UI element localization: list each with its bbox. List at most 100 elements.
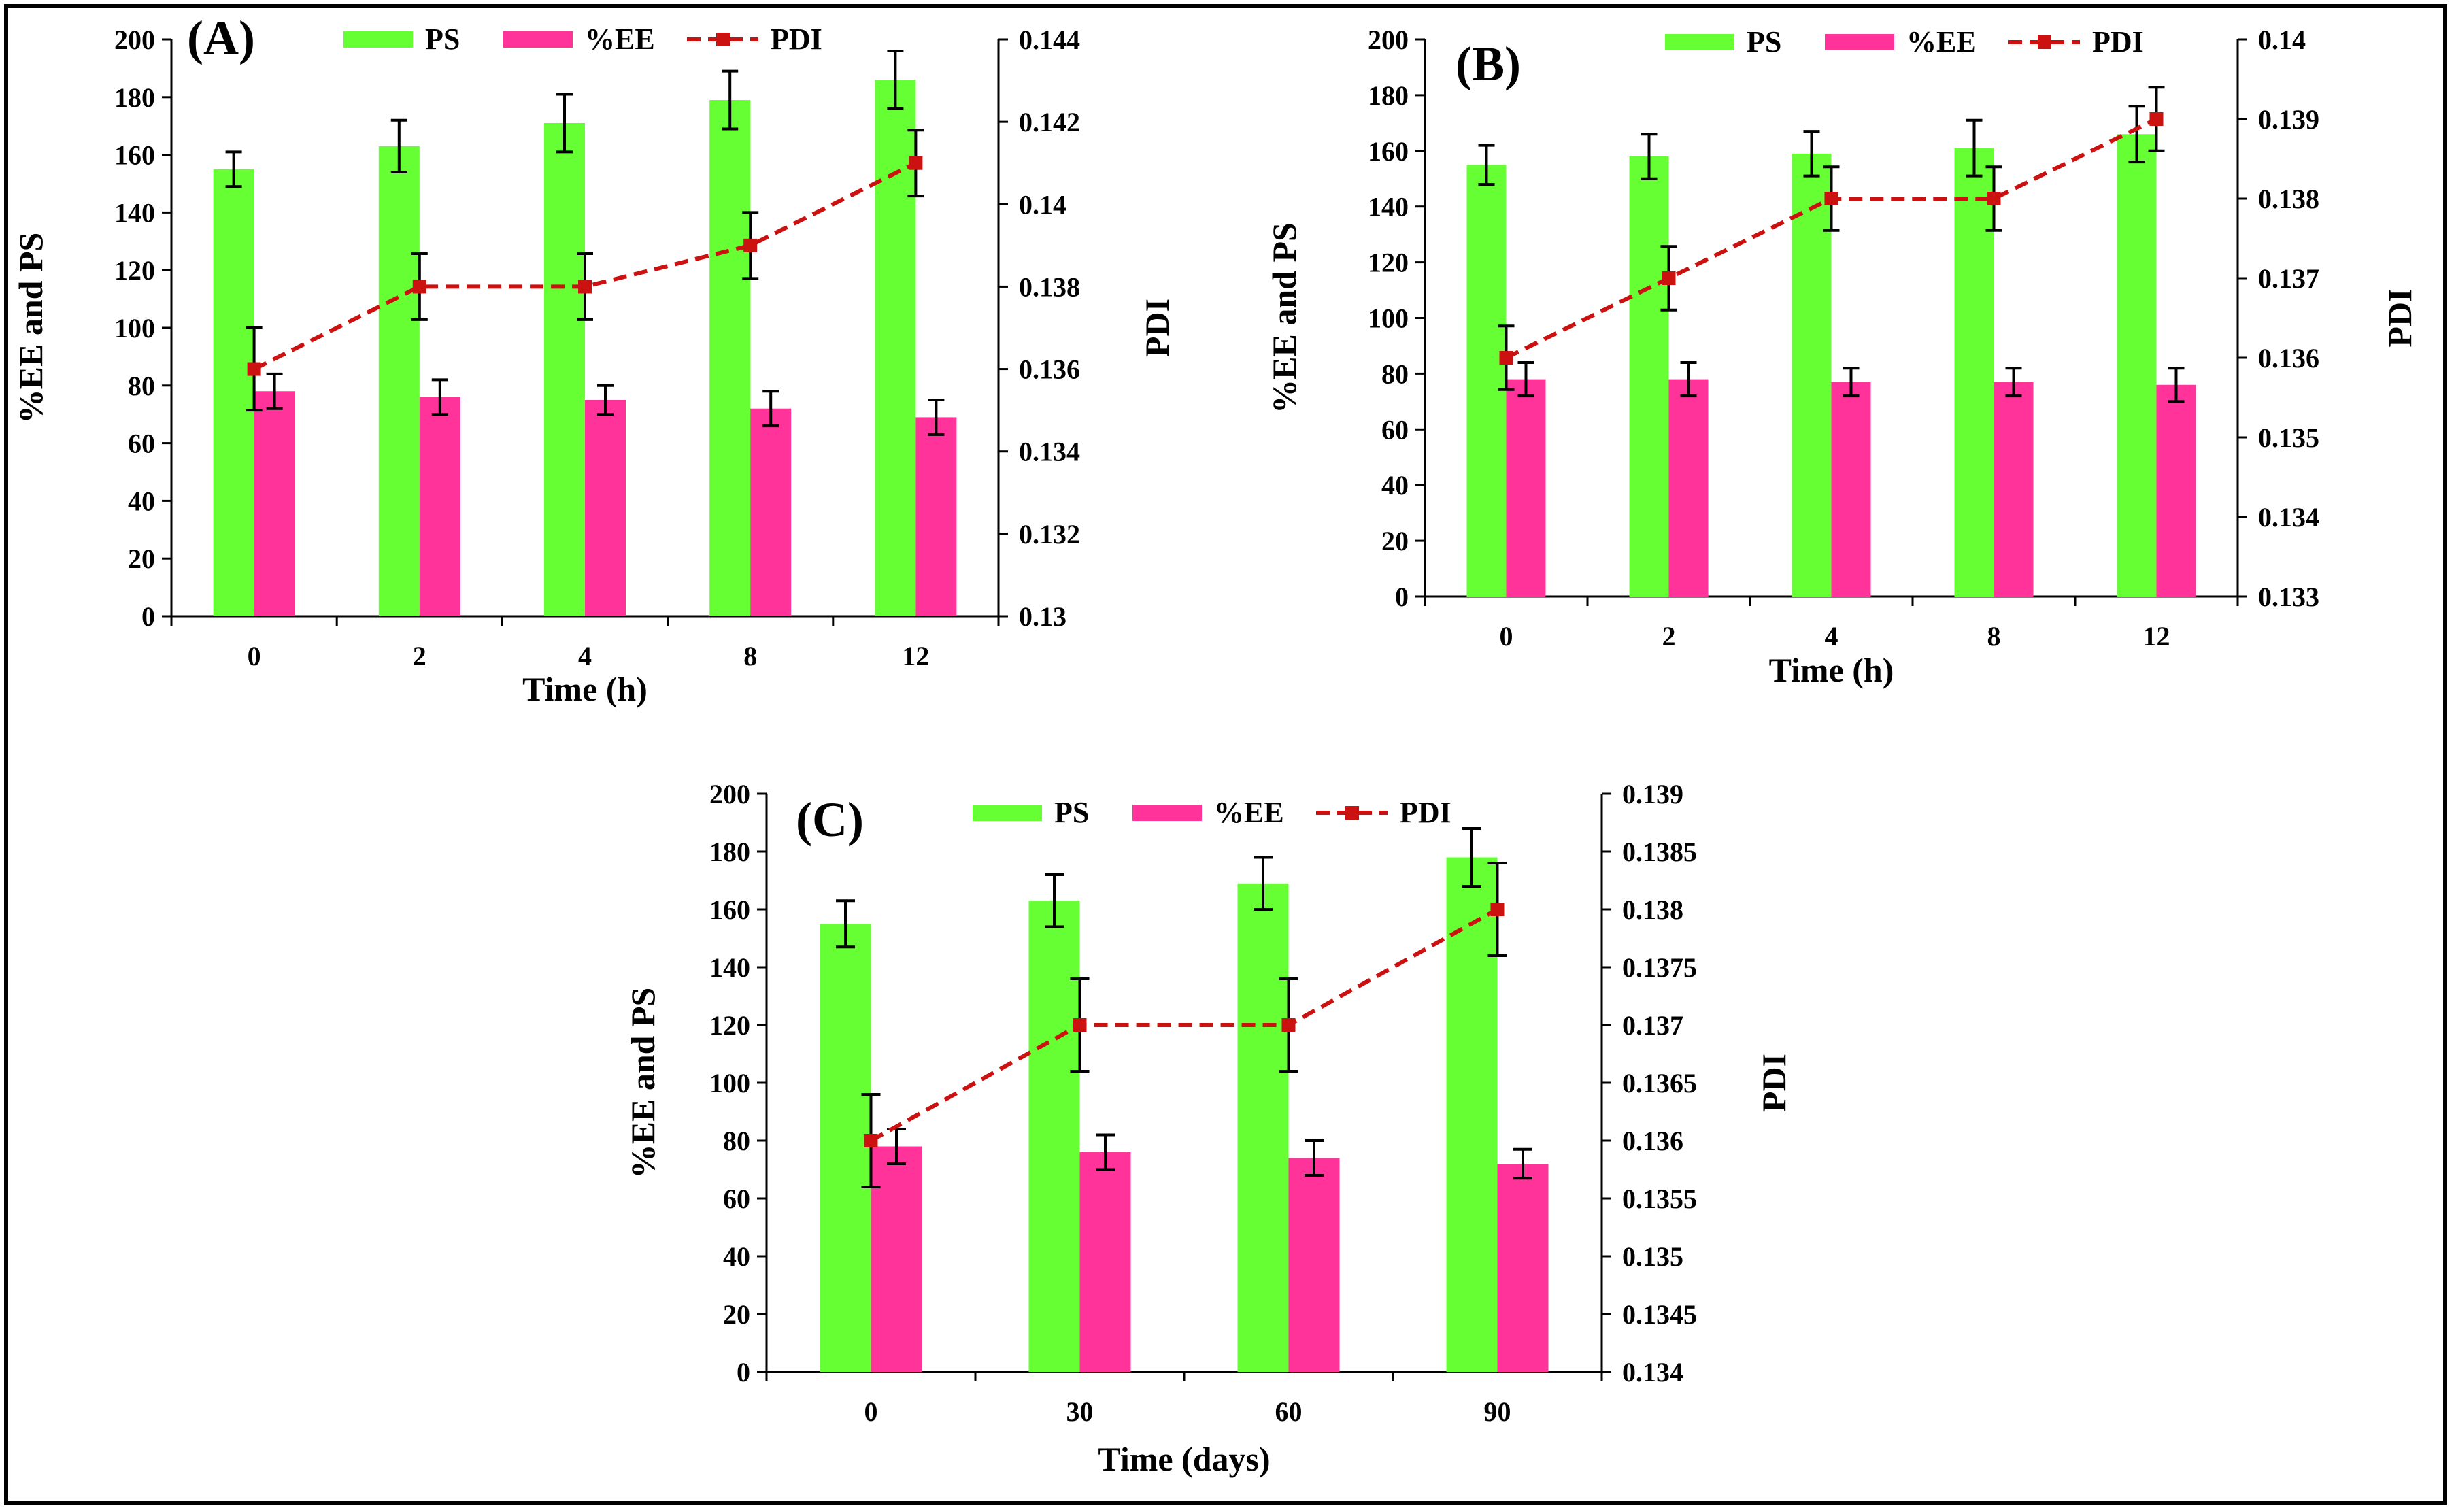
left-tick-label: 100 <box>114 313 155 343</box>
legend-ee-swatch <box>1132 805 1202 821</box>
legend-pdi-marker <box>716 33 730 46</box>
left-tick-label: 200 <box>1368 24 1409 55</box>
figure-frame <box>4 4 2447 1505</box>
ee-bar <box>1497 1164 1549 1372</box>
x-axis-title: Time (days) <box>1098 1440 1270 1478</box>
x-axis-title: Time (h) <box>522 670 648 708</box>
legend-pdi-label: PDI <box>2092 25 2144 58</box>
ps-bar <box>378 146 420 616</box>
y2-axis-title: PDI <box>2381 288 2419 347</box>
left-tick-label: 80 <box>128 371 155 401</box>
legend-ps-swatch <box>343 31 413 48</box>
pdi-marker <box>1987 192 2001 205</box>
ee-bar <box>1288 1158 1340 1372</box>
left-tick-label: 160 <box>709 894 750 925</box>
right-tick-label: 0.138 <box>1019 271 1080 302</box>
left-tick-label: 40 <box>723 1241 750 1272</box>
left-tick-label: 20 <box>723 1299 750 1330</box>
ee-bar <box>2156 384 2196 597</box>
right-tick-label: 0.132 <box>1019 519 1080 550</box>
panel-label: (A) <box>187 11 255 65</box>
x-tick-label: 0 <box>864 1396 878 1427</box>
ps-bar <box>1446 857 1498 1372</box>
left-tick-label: 60 <box>723 1183 750 1214</box>
pdi-marker <box>1499 351 1513 365</box>
left-tick-label: 140 <box>709 952 750 983</box>
right-tick-label: 0.136 <box>2258 343 2319 373</box>
x-tick-label: 2 <box>413 641 426 671</box>
y2-axis-title: PDI <box>1755 1054 1793 1112</box>
left-tick-label: 180 <box>1368 80 1409 111</box>
right-tick-label: 0.139 <box>1622 779 1683 809</box>
pdi-marker <box>412 280 426 294</box>
ps-bar <box>1792 153 1832 597</box>
legend-pdi-marker <box>1345 806 1359 820</box>
ps-bar <box>709 100 751 617</box>
left-tick-label: 100 <box>1368 303 1409 334</box>
pdi-marker <box>909 156 923 170</box>
ps-bar <box>1954 148 1994 597</box>
chart-panel-2: 0204060801001201401601802000.1330.1340.1… <box>1265 24 2419 689</box>
left-tick-label: 20 <box>1381 526 1409 556</box>
pdi-marker <box>1281 1018 1296 1032</box>
chart-panel-3: 0 20 40 60 80 100 120 140 160 180 200 0.134 0.1345 0.… <box>624 779 1793 1478</box>
left-tick-label: 60 <box>128 429 155 459</box>
legend-pdi-label: PDI <box>1400 796 1451 829</box>
x-tick-label: 12 <box>902 641 929 671</box>
ee-bar <box>254 391 295 616</box>
right-tick-label: 0.134 <box>1622 1357 1683 1388</box>
pdi-marker <box>1824 192 1838 205</box>
ee-bar <box>750 408 792 616</box>
right-tick-label: 0.139 <box>2258 104 2319 135</box>
ee-bar <box>585 400 626 616</box>
pdi-marker <box>1490 903 1505 916</box>
legend-ee-label: %EE <box>1214 796 1284 829</box>
ee-bar <box>1831 382 1871 597</box>
legend-ps-label: PS <box>425 22 460 56</box>
panel-label: (C) <box>796 792 864 847</box>
y2-axis-title: PDI <box>1138 299 1176 357</box>
right-tick-label: 0.1355 <box>1622 1183 1697 1214</box>
ps-bar <box>2117 134 2157 597</box>
ee-bar <box>871 1146 922 1372</box>
legend-ps-label: PS <box>1054 796 1089 829</box>
right-tick-label: 0.142 <box>1019 107 1080 137</box>
ps-bar <box>544 122 585 616</box>
ps-bar <box>1629 156 1669 597</box>
left-tick-label: 0 <box>141 601 155 632</box>
left-tick-label: 160 <box>114 140 155 171</box>
left-tick-label: 0 <box>1395 582 1409 612</box>
legend-ps-swatch <box>1665 34 1734 50</box>
legend-ee-label: %EE <box>585 22 655 56</box>
left-tick-label: 20 <box>128 543 155 574</box>
right-tick-label: 0.133 <box>2258 582 2319 612</box>
y-axis-title: %EE and PS <box>12 233 50 424</box>
left-tick-label: 100 <box>709 1068 750 1098</box>
left-tick-label: 140 <box>114 197 155 228</box>
x-tick-label: 0 <box>1500 621 1513 652</box>
panel-label: (B) <box>1456 37 1521 91</box>
ps-bar <box>820 924 871 1372</box>
pdi-marker <box>247 362 261 376</box>
y-axis-title: %EE and PS <box>1265 222 1303 414</box>
left-tick-label: 200 <box>114 24 155 55</box>
right-tick-label: 0.134 <box>1019 437 1080 467</box>
right-tick-label: 0.134 <box>2258 502 2319 533</box>
pdi-marker <box>743 238 758 252</box>
ee-bar <box>1994 382 2034 597</box>
left-tick-label: 120 <box>709 1010 750 1041</box>
pdi-line <box>870 907 1498 1143</box>
right-tick-label: 0.138 <box>2258 184 2319 214</box>
ee-bar <box>915 417 957 616</box>
legend-ee-swatch <box>1825 34 1894 50</box>
ps-bar <box>1028 901 1080 1372</box>
left-tick-label: 120 <box>114 255 155 286</box>
left-tick-label: 120 <box>1368 248 1409 278</box>
ee-bar <box>1079 1152 1131 1372</box>
pdi-marker <box>578 280 592 294</box>
ee-bar <box>419 397 460 616</box>
x-tick-label: 4 <box>578 641 592 671</box>
x-tick-label: 0 <box>248 641 261 671</box>
right-tick-label: 0.136 <box>1019 354 1080 385</box>
